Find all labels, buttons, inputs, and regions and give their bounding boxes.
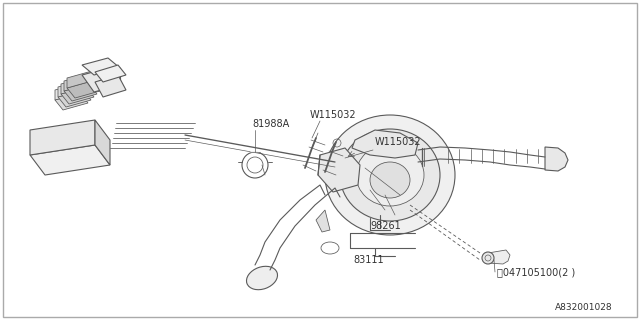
Text: 98261: 98261 bbox=[370, 221, 401, 231]
Polygon shape bbox=[95, 65, 126, 82]
Polygon shape bbox=[488, 250, 510, 264]
Ellipse shape bbox=[370, 162, 410, 198]
Polygon shape bbox=[58, 80, 83, 97]
Text: 81988A: 81988A bbox=[252, 119, 289, 129]
Polygon shape bbox=[61, 87, 94, 104]
Polygon shape bbox=[61, 77, 86, 94]
Polygon shape bbox=[55, 93, 88, 110]
Polygon shape bbox=[64, 84, 97, 101]
Polygon shape bbox=[82, 68, 120, 92]
Text: 83111: 83111 bbox=[353, 255, 383, 265]
Polygon shape bbox=[58, 90, 91, 107]
Polygon shape bbox=[108, 68, 120, 85]
Polygon shape bbox=[316, 210, 330, 232]
Text: A832001028: A832001028 bbox=[555, 303, 612, 313]
Polygon shape bbox=[82, 58, 120, 75]
Polygon shape bbox=[95, 75, 126, 97]
Polygon shape bbox=[67, 71, 92, 88]
Polygon shape bbox=[95, 120, 110, 165]
Ellipse shape bbox=[246, 266, 278, 290]
Polygon shape bbox=[30, 120, 95, 155]
Text: Ⓢ047105100(2 ): Ⓢ047105100(2 ) bbox=[497, 267, 575, 277]
Ellipse shape bbox=[340, 129, 440, 221]
Polygon shape bbox=[545, 147, 568, 171]
Polygon shape bbox=[67, 81, 100, 98]
Polygon shape bbox=[318, 148, 360, 192]
Circle shape bbox=[482, 252, 494, 264]
Polygon shape bbox=[352, 130, 418, 158]
Ellipse shape bbox=[325, 115, 455, 235]
Ellipse shape bbox=[356, 144, 424, 206]
Text: W115032: W115032 bbox=[310, 110, 356, 120]
Polygon shape bbox=[55, 83, 80, 100]
Text: W115032: W115032 bbox=[375, 137, 422, 147]
Polygon shape bbox=[64, 74, 89, 91]
Polygon shape bbox=[30, 145, 110, 175]
